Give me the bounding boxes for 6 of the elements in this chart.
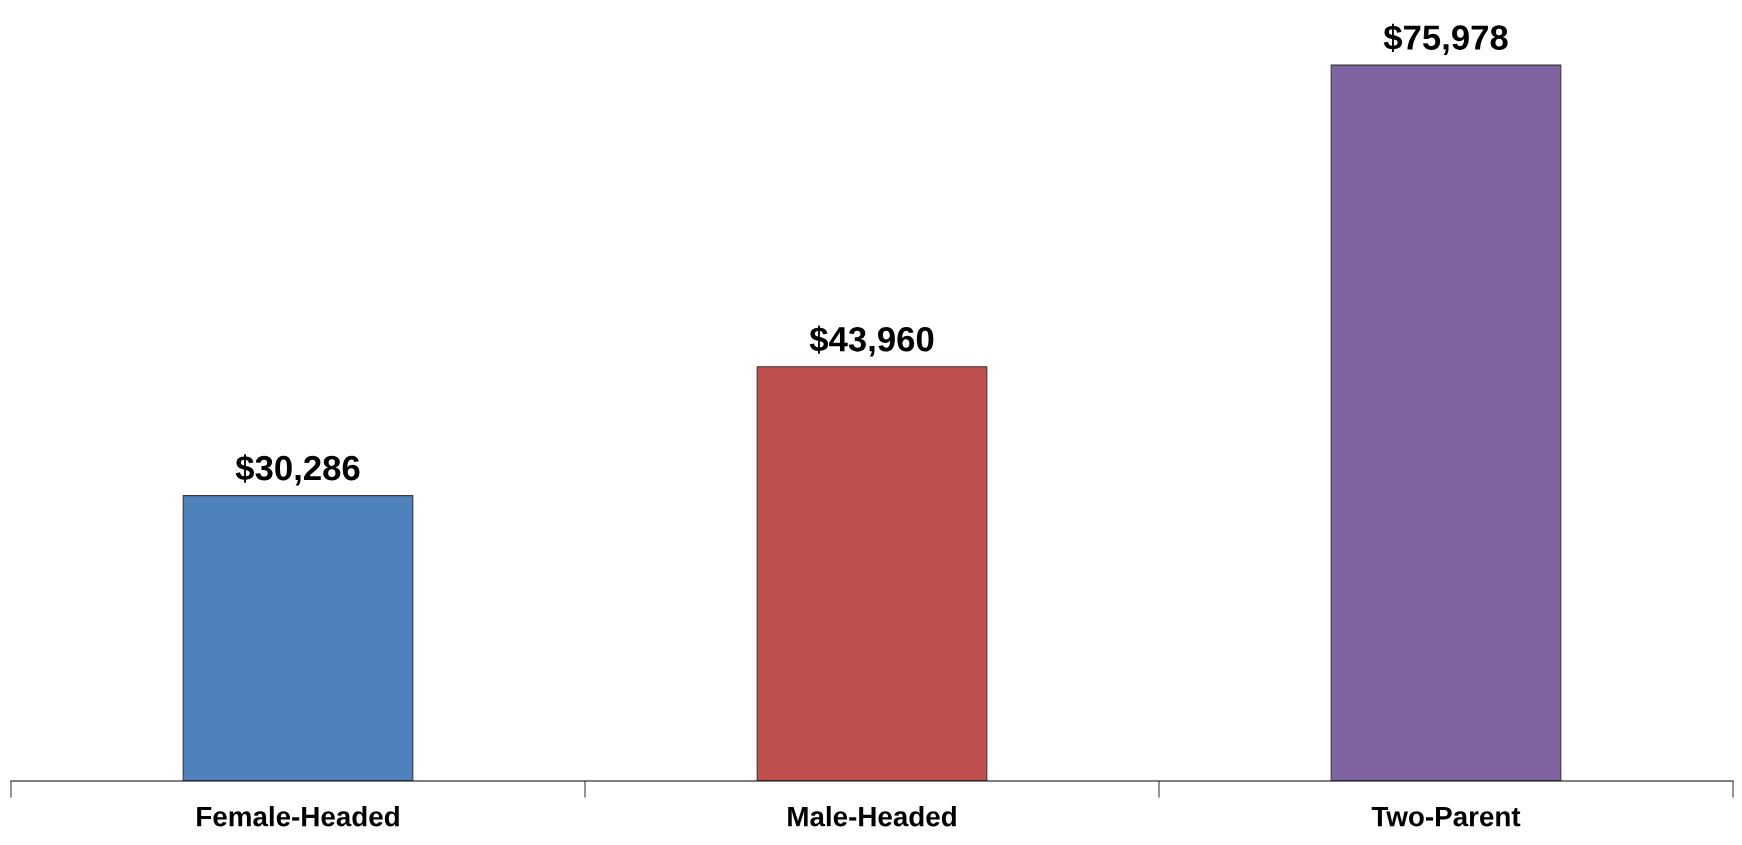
data-label: $30,286: [235, 454, 360, 486]
x-tick-label: Two-Parent: [1371, 807, 1521, 827]
x-tick-label: Female-Headed: [197, 806, 399, 827]
data-label: $75,978: [1383, 23, 1508, 55]
data-label: $43,960: [809, 325, 934, 357]
x-tick-label: Male-Headed: [788, 806, 956, 827]
